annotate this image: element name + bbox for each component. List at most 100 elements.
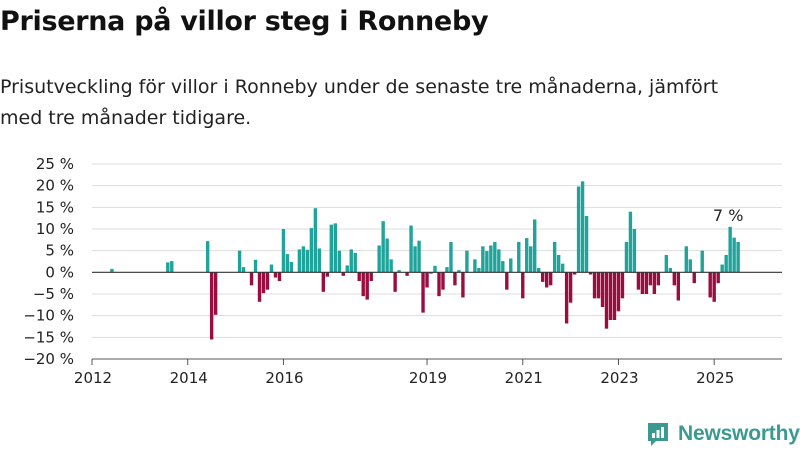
bar [572, 272, 577, 275]
bar [684, 246, 688, 273]
bar [501, 261, 505, 273]
bar [732, 237, 736, 273]
bar [269, 264, 274, 273]
bar [437, 272, 441, 297]
bar [489, 245, 493, 273]
bar [445, 267, 449, 273]
bar [668, 268, 673, 273]
bar [213, 272, 218, 315]
bar [537, 268, 541, 273]
y-tick-label: −15 % [23, 328, 74, 346]
bar [453, 272, 457, 286]
y-tick-label: 5 % [45, 242, 74, 260]
bar [393, 272, 397, 292]
bar [728, 226, 732, 273]
x-tick-label: 2019 [409, 369, 447, 387]
bar [381, 221, 385, 273]
x-tick-label: 2012 [74, 369, 112, 387]
bar [237, 250, 242, 273]
x-tick-label: 2023 [600, 369, 638, 387]
bar [345, 265, 349, 273]
bar [505, 272, 509, 290]
bar [552, 242, 557, 273]
bar [644, 272, 649, 294]
bar [369, 272, 373, 281]
bar [724, 255, 728, 273]
bar-chart: 25 % 20 % 15 % 10 % 5 % 0 % −5 % −10 % −15 % −20 … [23, 155, 782, 387]
bar [433, 265, 437, 273]
bar [241, 267, 246, 273]
bar [712, 272, 716, 302]
bar [166, 262, 170, 273]
y-tick-label: 10 % [36, 220, 74, 238]
x-tick-label: 2021 [505, 369, 543, 387]
bar [556, 255, 561, 273]
bar [429, 272, 433, 274]
bar [449, 242, 453, 273]
bar [720, 264, 724, 273]
bar [612, 272, 617, 320]
bar [716, 272, 720, 284]
bar [465, 250, 469, 273]
chart-subtitle: Prisutveckling för villor i Ronneby unde… [0, 76, 719, 129]
bar [417, 240, 421, 273]
bar [285, 254, 290, 273]
y-tick-label: −5 % [33, 285, 74, 303]
bar [473, 259, 477, 273]
bar [273, 272, 278, 278]
bar [317, 248, 322, 273]
bar [209, 272, 214, 340]
brand-name: Newsworthy [678, 422, 800, 445]
bar [349, 249, 353, 273]
x-tick-label: 2016 [265, 369, 303, 387]
y-tick-label: 15 % [36, 198, 74, 216]
bars [110, 181, 740, 340]
bar [253, 259, 258, 273]
bar [576, 186, 581, 273]
chart-title: Priserna på villor steg i Ronneby [0, 6, 489, 37]
bar [397, 270, 401, 273]
bar [616, 272, 621, 312]
bar [361, 272, 365, 297]
annotations: 7 % [713, 206, 743, 225]
bar [544, 272, 549, 288]
bar [664, 255, 669, 273]
bar [385, 238, 389, 273]
bar [652, 272, 657, 294]
y-tick-label: −20 % [23, 350, 74, 368]
bar [736, 242, 740, 273]
bar [568, 272, 573, 303]
bar [341, 272, 345, 276]
bar [497, 249, 501, 273]
y-tick-label: 25 % [36, 155, 74, 173]
x-tick-label: 2014 [170, 369, 208, 387]
x-tick-label: 2025 [696, 369, 734, 387]
bar [205, 241, 210, 273]
bar [309, 228, 314, 273]
bar [297, 249, 302, 273]
bar [353, 252, 357, 273]
bar [413, 246, 417, 273]
y-tick-label: 20 % [36, 177, 74, 195]
bar [529, 246, 533, 273]
y-tick-label: −10 % [23, 307, 74, 325]
bar [608, 272, 613, 320]
bar [461, 272, 465, 298]
bar [584, 216, 589, 273]
bar [640, 272, 645, 294]
bar [409, 225, 413, 273]
bar [636, 272, 641, 290]
bar [425, 272, 429, 288]
bar [357, 272, 361, 281]
bar [457, 270, 461, 273]
bar [588, 272, 593, 275]
bar [533, 219, 537, 273]
y-axis-ticks: 25 % 20 % 15 % 10 % 5 % 0 % −5 % −10 % −15 % −20 … [23, 155, 74, 368]
bar [628, 211, 633, 273]
bar [377, 245, 381, 273]
bar [596, 272, 601, 299]
bar [521, 272, 525, 299]
bar [600, 272, 605, 307]
bar [249, 272, 254, 286]
bar [329, 224, 333, 273]
